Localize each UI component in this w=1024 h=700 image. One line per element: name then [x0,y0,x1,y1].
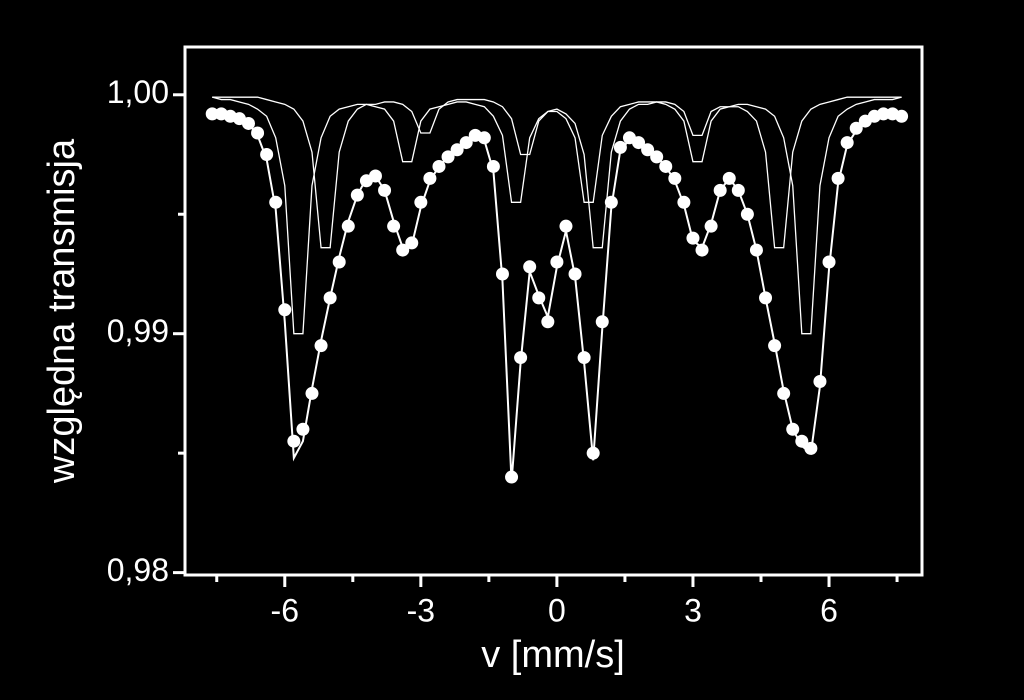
data-point [350,188,364,202]
data-point [305,386,319,400]
x-tick-label: -3 [407,592,435,628]
data-point [713,183,727,197]
data-point [740,207,754,221]
fit-line [212,96,902,249]
data-point [759,291,773,305]
data-point [777,386,791,400]
data-point [523,260,537,274]
data-point [414,195,428,209]
x-tick-label: 6 [820,592,838,628]
y-tick-label: 0,99 [107,313,169,349]
data-point [378,183,392,197]
data-point [423,171,437,185]
data-point [241,116,255,130]
data-point [541,315,555,329]
y-tick-label: 0,98 [107,552,169,588]
x-tick-label: 0 [548,592,566,628]
data-point [813,374,827,388]
data-point [731,183,745,197]
data-point [495,267,509,281]
data-point [269,195,283,209]
data-point [595,315,609,329]
data-point [695,243,709,257]
data-point [314,339,328,353]
data-point [432,159,446,173]
data-point [577,351,591,365]
data-point [251,126,265,140]
data-point [604,195,618,209]
data-point [749,243,763,257]
data-point [650,150,664,164]
data-point [532,291,546,305]
data-point [323,291,337,305]
data-point [477,131,491,145]
data-point [441,150,455,164]
data-point [722,171,736,185]
data-point [795,434,809,448]
x-tick-label: 3 [684,592,702,628]
data-point [786,422,800,436]
data-point [559,219,573,233]
data-point [768,339,782,353]
fit-line [212,96,902,335]
data-point [405,236,419,250]
plot-frame [183,45,924,577]
data-point [668,171,682,185]
data-point [632,136,646,150]
x-axis-label: v [mm/s] [481,634,625,676]
data-point [822,255,836,269]
data-point [840,136,854,150]
data-point [368,169,382,183]
data-point [686,231,700,245]
data-point [568,267,582,281]
data-point [341,219,355,233]
data-point [704,219,718,233]
data-point [895,109,909,123]
data-point [396,243,410,257]
data-point [296,422,310,436]
data-point [550,255,564,269]
y-tick-label: 1,00 [107,74,169,110]
data-point [677,195,691,209]
data-point [804,441,818,455]
data-point [876,107,890,121]
data-point [387,219,401,233]
data-point [514,351,528,365]
data-point [260,148,274,162]
data-point [486,159,500,173]
data-point [332,255,346,269]
data-point [450,143,464,157]
data-point [613,140,627,154]
data-point [849,121,863,135]
y-axis-label: względna transmisja [41,138,83,484]
data-point [659,159,673,173]
data-point [505,470,519,484]
data-point [205,107,219,121]
x-tick-label: -6 [271,592,299,628]
data-point [586,446,600,460]
data-point [459,136,473,150]
data-point [641,143,655,157]
data-point [287,434,301,448]
data-point [831,171,845,185]
data-point [278,303,292,317]
